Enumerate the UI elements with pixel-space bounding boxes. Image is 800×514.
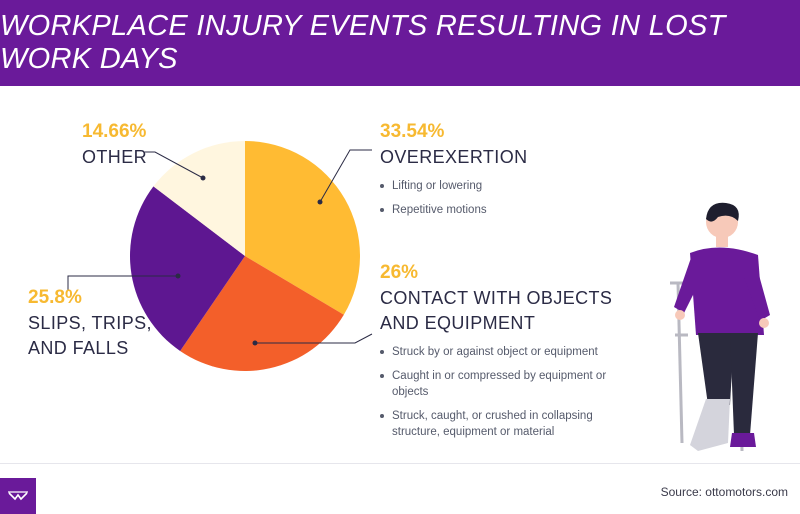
left-leg — [698, 333, 734, 405]
label-overexertion: 33.54% OVEREXERTION Lifting or lowering … — [380, 121, 640, 226]
leader-line-overexertion — [319, 149, 372, 203]
bullet-item: Struck by or against object or equipment — [380, 344, 630, 360]
pct-overexertion: 33.54% — [380, 121, 445, 142]
label-slips: 25.8% SLIPS, TRIPS, AND FALLS — [28, 287, 152, 361]
leader-dot-other — [200, 175, 206, 181]
right-hand — [759, 318, 769, 328]
category-contact-line2: AND EQUIPMENT — [380, 313, 536, 333]
leader-dot-slips — [175, 273, 181, 279]
leader-line-slips — [67, 275, 178, 290]
leader-dots — [175, 175, 323, 346]
brand-logo[interactable] — [0, 478, 36, 514]
bullet-item: Caught in or compressed by equipment or … — [380, 368, 630, 400]
pie-slice-slips-trips-and-falls — [130, 186, 245, 351]
bullet-item: Repetitive motions — [380, 202, 640, 218]
title-banner: WORKPLACE INJURY EVENTS RESULTING IN LOS… — [0, 0, 800, 86]
leader-dot-overexertion — [317, 199, 323, 205]
source-credit: Source: ottomotors.com — [660, 485, 788, 499]
leader-line-other — [145, 151, 204, 179]
bullets-contact: Struck by or against object or equipment… — [380, 344, 630, 440]
leader-lines — [67, 149, 373, 344]
neck — [716, 235, 728, 247]
pie-slices — [130, 141, 360, 371]
category-slips-line1: SLIPS, TRIPS, — [28, 313, 152, 333]
category-contact-line1: CONTACT WITH OBJECTS — [380, 288, 613, 308]
pie-slice-contact-with-objects-and-equipment — [180, 256, 344, 371]
left-hand — [675, 310, 685, 320]
pct-slips: 25.8% — [28, 287, 82, 308]
pct-other: 14.66% — [82, 121, 147, 142]
hair — [706, 202, 739, 222]
bullet-item: Lifting or lowering — [380, 178, 640, 194]
right-leg — [730, 333, 758, 435]
left-arm — [674, 255, 704, 313]
footer-divider — [0, 463, 800, 464]
label-contact: 26% CONTACT WITH OBJECTS AND EQUIPMENT S… — [380, 262, 630, 448]
shoe — [730, 433, 756, 447]
category-overexertion: OVEREXERTION — [380, 147, 528, 167]
pct-contact: 26% — [380, 262, 419, 283]
category-other: OTHER — [82, 147, 147, 167]
injured-worker-illustration — [670, 202, 770, 452]
torso — [690, 247, 764, 335]
bullets-overexertion: Lifting or lowering Repetitive motions — [380, 178, 640, 218]
pie-slice-other — [153, 141, 245, 256]
chart-title: WORKPLACE INJURY EVENTS RESULTING IN LOS… — [0, 10, 726, 75]
pie-chart — [67, 141, 373, 371]
category-slips-line2: AND FALLS — [28, 338, 129, 358]
logo-icon — [8, 491, 28, 501]
right-arm — [744, 257, 770, 321]
bullet-item: Struck, caught, or crushed in collapsing… — [380, 408, 630, 440]
cast — [690, 399, 730, 451]
label-other: 14.66% OTHER — [82, 121, 147, 170]
leader-dot-contact — [252, 340, 258, 346]
leader-line-contact — [255, 333, 373, 344]
pie-slice-overexertion — [245, 141, 360, 315]
